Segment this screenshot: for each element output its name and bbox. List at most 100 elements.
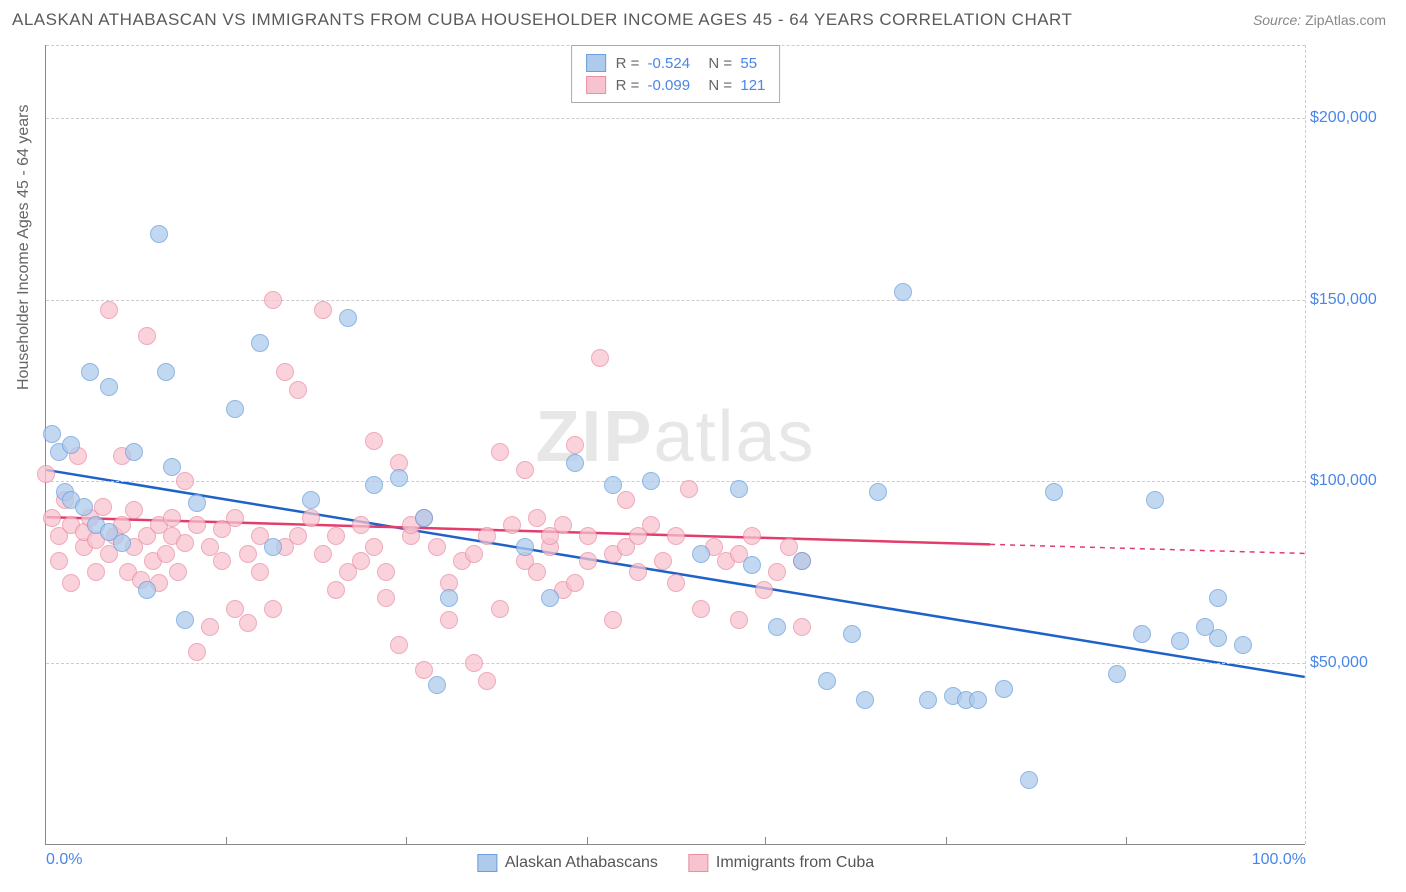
scatter-point (491, 443, 509, 461)
scatter-point (327, 527, 345, 545)
scatter-point (251, 334, 269, 352)
scatter-point (843, 625, 861, 643)
scatter-point (566, 574, 584, 592)
scatter-point (365, 538, 383, 556)
scatter-point (1045, 483, 1063, 501)
y-tick-label: $150,000 (1310, 291, 1400, 309)
scatter-point (793, 552, 811, 570)
scatter-point (100, 378, 118, 396)
legend-swatch (586, 76, 606, 94)
scatter-point (692, 545, 710, 563)
scatter-point (94, 498, 112, 516)
scatter-point (37, 465, 55, 483)
scatter-point (188, 516, 206, 534)
scatter-point (289, 381, 307, 399)
scatter-point (528, 509, 546, 527)
watermark-light: atlas (653, 396, 815, 476)
scatter-point (1133, 625, 1151, 643)
gridline-v (1305, 45, 1306, 844)
scatter-point (554, 516, 572, 534)
legend-swatch (688, 854, 708, 872)
scatter-point (465, 654, 483, 672)
scatter-point (768, 563, 786, 581)
scatter-point (176, 534, 194, 552)
gridline-v (226, 837, 227, 845)
scatter-point (276, 363, 294, 381)
scatter-point (226, 509, 244, 527)
correlation-legend: R = -0.524 N = 55R = -0.099 N = 121 (571, 45, 781, 103)
legend-label: Alaskan Athabascans (505, 854, 658, 872)
scatter-point (314, 301, 332, 319)
scatter-point (163, 509, 181, 527)
gridline-v (1126, 837, 1127, 845)
scatter-point (62, 574, 80, 592)
scatter-point (157, 363, 175, 381)
y-tick-label: $200,000 (1310, 109, 1400, 127)
scatter-point (617, 491, 635, 509)
scatter-point (289, 527, 307, 545)
source-label: Source: (1253, 12, 1301, 28)
scatter-point (264, 538, 282, 556)
legend-r: R = -0.524 (616, 55, 690, 72)
gridline-v (765, 837, 766, 845)
gridline-h (46, 300, 1305, 301)
scatter-point (1108, 665, 1126, 683)
scatter-point (415, 509, 433, 527)
legend-r: R = -0.099 (616, 77, 690, 94)
scatter-point (478, 527, 496, 545)
scatter-point (239, 545, 257, 563)
scatter-point (327, 581, 345, 599)
scatter-point (150, 225, 168, 243)
scatter-point (642, 516, 660, 534)
gridline-h (46, 481, 1305, 482)
scatter-point (188, 643, 206, 661)
scatter-point (100, 301, 118, 319)
scatter-point (1209, 589, 1227, 607)
scatter-point (818, 672, 836, 690)
scatter-point (680, 480, 698, 498)
scatter-point (579, 552, 597, 570)
scatter-point (251, 563, 269, 581)
scatter-point (169, 563, 187, 581)
y-axis-label: Householder Income Ages 45 - 64 years (15, 105, 33, 391)
scatter-point (157, 545, 175, 563)
source-attribution: Source: ZipAtlas.com (1253, 12, 1386, 28)
scatter-point (81, 363, 99, 381)
scatter-point (894, 283, 912, 301)
scatter-point (566, 436, 584, 454)
scatter-point (213, 552, 231, 570)
scatter-point (1020, 771, 1038, 789)
scatter-point (239, 614, 257, 632)
scatter-point (87, 563, 105, 581)
scatter-point (1171, 632, 1189, 650)
x-tick-label: 100.0% (1252, 851, 1306, 869)
scatter-point (264, 291, 282, 309)
scatter-point (591, 349, 609, 367)
scatter-point (138, 327, 156, 345)
legend-item: Immigrants from Cuba (688, 854, 874, 872)
legend-label: Immigrants from Cuba (716, 854, 874, 872)
scatter-point (654, 552, 672, 570)
scatter-point (642, 472, 660, 490)
scatter-point (365, 432, 383, 450)
scatter-point (629, 563, 647, 581)
scatter-point (692, 600, 710, 618)
legend-row: R = -0.524 N = 55 (586, 52, 766, 74)
scatter-point (377, 563, 395, 581)
scatter-point (667, 574, 685, 592)
scatter-point (113, 534, 131, 552)
scatter-point (503, 516, 521, 534)
scatter-point (516, 538, 534, 556)
scatter-point (541, 589, 559, 607)
scatter-point (743, 527, 761, 545)
scatter-point (440, 611, 458, 629)
scatter-point (125, 443, 143, 461)
y-tick-label: $100,000 (1310, 472, 1400, 490)
scatter-point (667, 527, 685, 545)
scatter-point (969, 691, 987, 709)
source-value: ZipAtlas.com (1305, 12, 1386, 28)
scatter-point (604, 476, 622, 494)
scatter-point (377, 589, 395, 607)
scatter-point (856, 691, 874, 709)
scatter-point (604, 611, 622, 629)
